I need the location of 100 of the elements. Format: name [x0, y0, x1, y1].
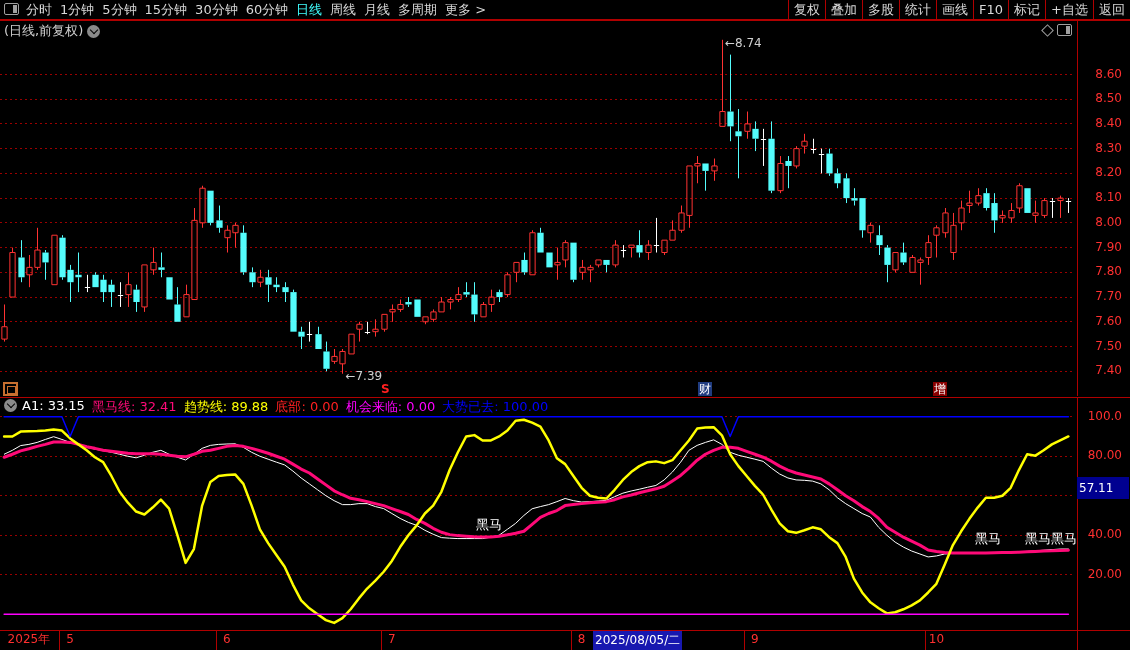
text: 统计 — [899, 0, 937, 19]
candlestick — [356, 321, 363, 343]
text: 日线 — [296, 0, 323, 19]
text: 叠加 — [825, 0, 863, 19]
annotation: 黑马 — [975, 531, 1001, 547]
candlestick — [207, 190, 214, 226]
candlestick — [653, 217, 660, 254]
text: 57.11 — [1077, 477, 1129, 499]
candlestick — [636, 229, 643, 258]
y-tick-label: 8.30 — [1095, 140, 1122, 155]
candlestick — [867, 222, 874, 244]
y-tick-label: 100.0 — [1087, 408, 1122, 423]
candlestick — [785, 155, 792, 189]
candlestick — [1057, 195, 1064, 219]
candlestick — [364, 321, 371, 335]
text: 更多 > — [445, 0, 487, 19]
candlestick — [290, 289, 297, 332]
candlestick — [702, 163, 709, 192]
candlestick — [1008, 202, 1015, 224]
candlestick — [752, 120, 759, 152]
candlestick — [768, 120, 775, 194]
candlestick — [133, 284, 140, 313]
candlestick — [760, 128, 767, 167]
candlestick — [257, 269, 264, 288]
candlestick — [298, 326, 305, 350]
text: 机会来临: 0.00 — [345, 398, 436, 416]
annotation: 黑马 — [476, 516, 502, 532]
candlestick — [529, 229, 536, 276]
y-tick-label: 7.80 — [1095, 264, 1122, 279]
annotation: 增 — [933, 382, 947, 396]
text: 15分钟 — [144, 0, 188, 19]
candlestick — [174, 286, 181, 322]
candlestick — [933, 224, 940, 258]
candlestick — [603, 259, 610, 273]
annotation: S — [380, 382, 391, 396]
annotation: ←8.74 — [724, 35, 762, 50]
candlestick — [117, 281, 124, 308]
candlestick — [999, 209, 1006, 224]
text: 多周期 — [398, 0, 438, 19]
text: 复权 — [788, 0, 826, 19]
y-tick-label: 80.00 — [1087, 448, 1122, 463]
candlestick — [463, 281, 470, 298]
annotation: 黑马黑马 — [1025, 531, 1077, 547]
y-tick-label: 7.60 — [1095, 313, 1122, 328]
x-tick-label: 7 — [388, 632, 396, 647]
x-tick-label: 2025年 — [7, 632, 51, 647]
text: 1分钟 — [60, 0, 95, 19]
candlestick — [521, 252, 528, 276]
candlestick — [843, 172, 850, 204]
y-tick-label: 8.00 — [1095, 214, 1122, 229]
candlestick — [727, 54, 734, 142]
candlestick — [1032, 200, 1039, 224]
candlestick — [18, 239, 25, 283]
candlestick — [158, 252, 165, 278]
x-tick-label: 5 — [66, 632, 74, 647]
candlestick — [323, 341, 330, 372]
candlestick — [810, 138, 817, 155]
candlestick — [125, 271, 132, 308]
candlestick — [884, 244, 891, 283]
candlestick — [150, 247, 157, 276]
y-tick-label: 7.70 — [1095, 289, 1122, 304]
series-label: 大势已去: 100.00 — [442, 398, 549, 416]
text: F10 — [973, 0, 1009, 19]
candlestick — [966, 190, 973, 214]
x-tick-label: 10 — [928, 632, 945, 647]
text: 2025/08/05/二 — [593, 631, 683, 650]
candlestick — [925, 234, 932, 266]
text: 周线 — [330, 0, 357, 19]
text: 5分钟 — [102, 0, 137, 19]
text: 趋势线: 89.88 — [183, 398, 269, 416]
chart-title: (日线,前复权) — [4, 22, 84, 40]
text: 多股 — [862, 0, 900, 19]
y-tick-label: 7.40 — [1095, 363, 1122, 378]
candlestick — [834, 167, 841, 189]
candlestick — [876, 224, 883, 256]
candlestick — [719, 39, 726, 127]
y-tick-label: 8.40 — [1095, 116, 1122, 131]
candlestick — [628, 244, 635, 258]
y-tick-label: 8.20 — [1095, 165, 1122, 180]
candlestick — [306, 321, 313, 343]
candlestick — [744, 111, 751, 140]
candlestick — [777, 155, 784, 194]
candlestick — [315, 326, 322, 349]
text: 分时 — [26, 0, 52, 19]
candlestick — [265, 269, 272, 303]
candlestick — [513, 261, 520, 283]
text: 返回 — [1093, 0, 1130, 19]
candlestick — [282, 281, 289, 303]
candlestick — [381, 313, 388, 333]
candlestick — [240, 224, 247, 276]
candlestick — [818, 148, 825, 174]
y-tick-label: 7.50 — [1095, 338, 1122, 353]
text: A1: 33.15 — [22, 398, 85, 415]
text: +自选 — [1045, 0, 1093, 19]
text: 画线 — [936, 0, 974, 19]
candlestick — [496, 289, 503, 303]
x-tick-label: 9 — [751, 632, 759, 647]
annotation: 底部: 0.00 — [275, 398, 339, 416]
candlestick — [471, 281, 478, 323]
candlestick — [620, 244, 627, 258]
